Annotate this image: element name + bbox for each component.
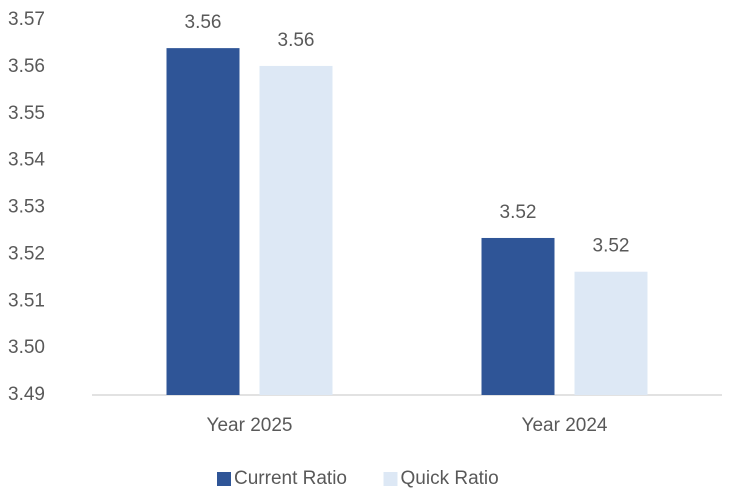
legend-label: Current Ratio bbox=[234, 468, 347, 489]
data-label: 3.56 bbox=[185, 12, 222, 33]
y-tick-label: 3.50 bbox=[8, 337, 45, 358]
legend-swatch bbox=[383, 472, 398, 486]
bar bbox=[166, 48, 240, 395]
y-tick-label: 3.51 bbox=[8, 290, 45, 311]
legend-swatch bbox=[217, 472, 231, 486]
legend-label: Quick Ratio bbox=[401, 468, 499, 489]
y-tick-label: 3.49 bbox=[8, 384, 45, 405]
y-tick-label: 3.53 bbox=[8, 197, 45, 218]
y-tick-label: 3.54 bbox=[8, 150, 45, 171]
bar bbox=[259, 65, 333, 395]
bar bbox=[481, 237, 555, 395]
y-tick-label: 3.57 bbox=[8, 9, 45, 30]
x-tick-label: Year 2025 bbox=[207, 415, 293, 436]
data-label: 3.52 bbox=[500, 202, 537, 223]
x-tick-label: Year 2024 bbox=[522, 415, 608, 436]
y-tick-label: 3.56 bbox=[8, 56, 45, 77]
data-label: 3.56 bbox=[278, 30, 315, 51]
y-tick-label: 3.55 bbox=[8, 103, 45, 124]
bar bbox=[574, 271, 648, 395]
y-tick-label: 3.52 bbox=[8, 243, 45, 264]
data-label: 3.52 bbox=[593, 236, 630, 257]
